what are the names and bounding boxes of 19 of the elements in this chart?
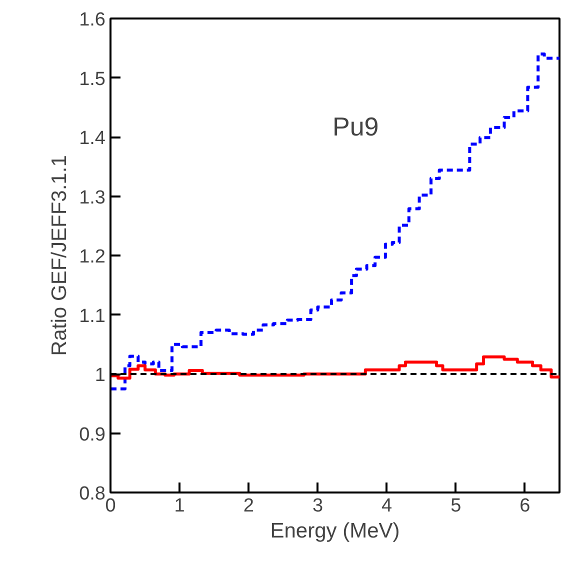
y-tick-label: 1.1 [79, 306, 106, 327]
y-tick-label: 0.8 [79, 484, 106, 504]
y-tick-label: 1 [94, 365, 106, 386]
y-axis-title: Ratio GEF/JEFF3.1.1 [48, 155, 72, 356]
x-tick-label: 6 [520, 496, 530, 516]
x-tick-label: 2 [243, 496, 254, 516]
x-tick-label: 3 [312, 496, 324, 516]
y-tick-label: 1.4 [79, 128, 106, 149]
y-tick-label: 1.3 [79, 187, 106, 208]
x-tick-label: 4 [382, 496, 393, 516]
x-axis-title: Energy (MeV) [270, 520, 400, 542]
y-tick-label: 1.5 [79, 68, 106, 90]
x-tick-label: 5 [450, 496, 462, 516]
y-tick-label: 1.2 [79, 246, 106, 268]
y-tick-label: 1.6 [79, 10, 106, 30]
x-tick-label: 0 [105, 496, 116, 516]
y-tick-label: 0.9 [79, 424, 106, 446]
x-tick-label: 1 [174, 496, 185, 516]
annotation: Pu9 [332, 112, 379, 142]
